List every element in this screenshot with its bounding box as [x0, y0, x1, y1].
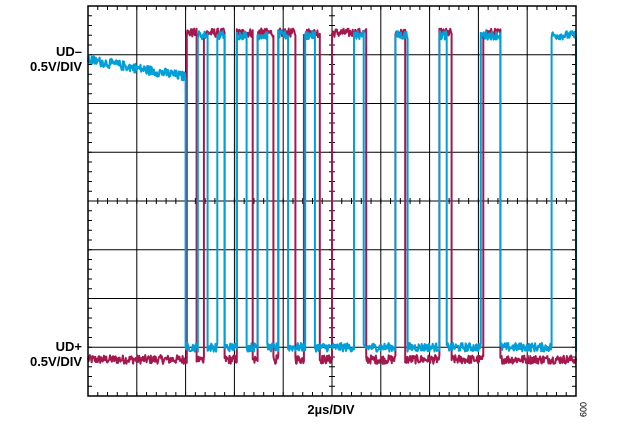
channel-2-name: UD+	[55, 339, 82, 354]
traces	[87, 27, 577, 365]
ud-minus-trace	[87, 29, 577, 353]
x-axis-label: 2µs/DIV	[307, 402, 355, 417]
channel-2-label: UD+ 0.5V/DIV	[0, 339, 82, 369]
ud-plus-trace	[87, 27, 577, 365]
channel-1-label: UD– 0.5V/DIV	[0, 44, 82, 74]
figure-code: 009	[578, 402, 588, 418]
channel-1-name: UD–	[55, 44, 82, 59]
channel-1-scale: 0.5V/DIV	[29, 59, 82, 74]
plot-frame	[87, 5, 577, 397]
channel-2-scale: 0.5V/DIV	[29, 354, 82, 369]
